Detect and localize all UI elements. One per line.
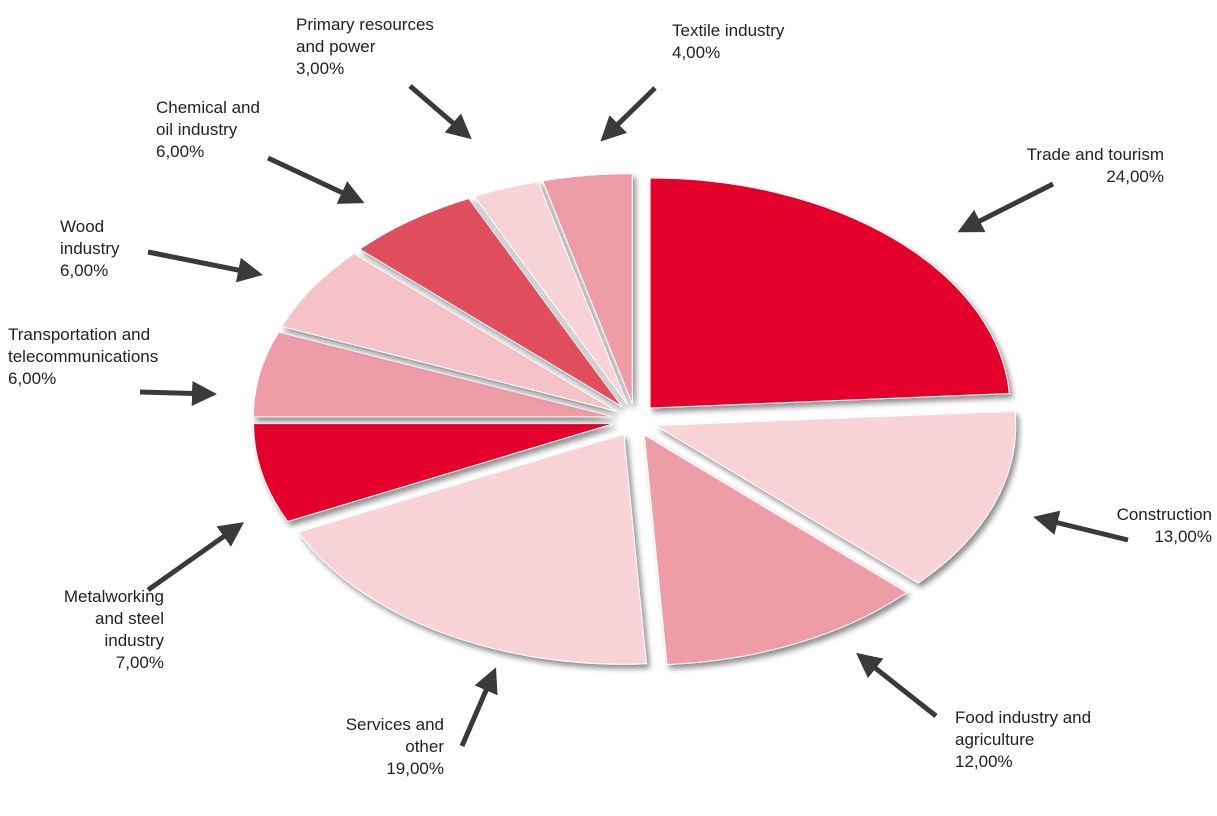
arrow-icon <box>408 84 472 140</box>
slice-label-wood-industry: Wood industry 6,00% <box>60 217 120 280</box>
pie-slice-food-industry-and-agriculture <box>643 433 908 665</box>
pie-slice-transportation-and-telecommunications <box>252 331 614 418</box>
arrow-icon <box>147 249 263 283</box>
arrow-icon <box>146 522 245 593</box>
pie-slice-metalworking-and-steel-industry <box>253 423 614 523</box>
slice-label-food-industry-and-agriculture: Food industry and agriculture 12,00% <box>955 708 1091 771</box>
slice-label-transportation-and-telecommunications: Transportation and telecommunications 6,00… <box>8 325 158 388</box>
slice-label-construction: Construction 13,00% <box>1117 505 1212 546</box>
slice-label-chemical-and-oil-industry: Chemical and oil industry 6,00% <box>156 98 260 161</box>
pie-slice-wood-industry <box>280 253 617 412</box>
slice-label-metalworking-and-steel-industry: Metalworking and steel industry 7,00% <box>64 587 165 672</box>
arrow-icon <box>600 86 657 142</box>
arrow-icon <box>1033 510 1129 543</box>
slice-label-trade-and-tourism: Trade and tourism 24,00% <box>1027 145 1164 186</box>
pie-slice-chemical-and-oil-industry <box>358 197 623 408</box>
arrow-icon <box>459 667 498 747</box>
slice-label-primary-resources-and-power: Primary resources and power 3,00% <box>296 15 434 78</box>
pie-slice-construction <box>654 410 1017 584</box>
slice-label-textile-industry: Textile industry 4,00% <box>672 21 785 62</box>
pie-slice-primary-resources-and-power <box>473 181 629 405</box>
arrow-icon <box>139 380 217 406</box>
arrow-icon <box>266 155 365 204</box>
pie-slice-services-and-other <box>297 433 647 665</box>
pie-slice-textile-industry <box>542 173 633 404</box>
arrow-icon <box>856 652 938 718</box>
pie-slice-trade-and-tourism <box>649 177 1010 409</box>
slice-label-services-and-other: Services and other 19,00% <box>346 715 445 778</box>
arrow-icon <box>957 181 1055 233</box>
